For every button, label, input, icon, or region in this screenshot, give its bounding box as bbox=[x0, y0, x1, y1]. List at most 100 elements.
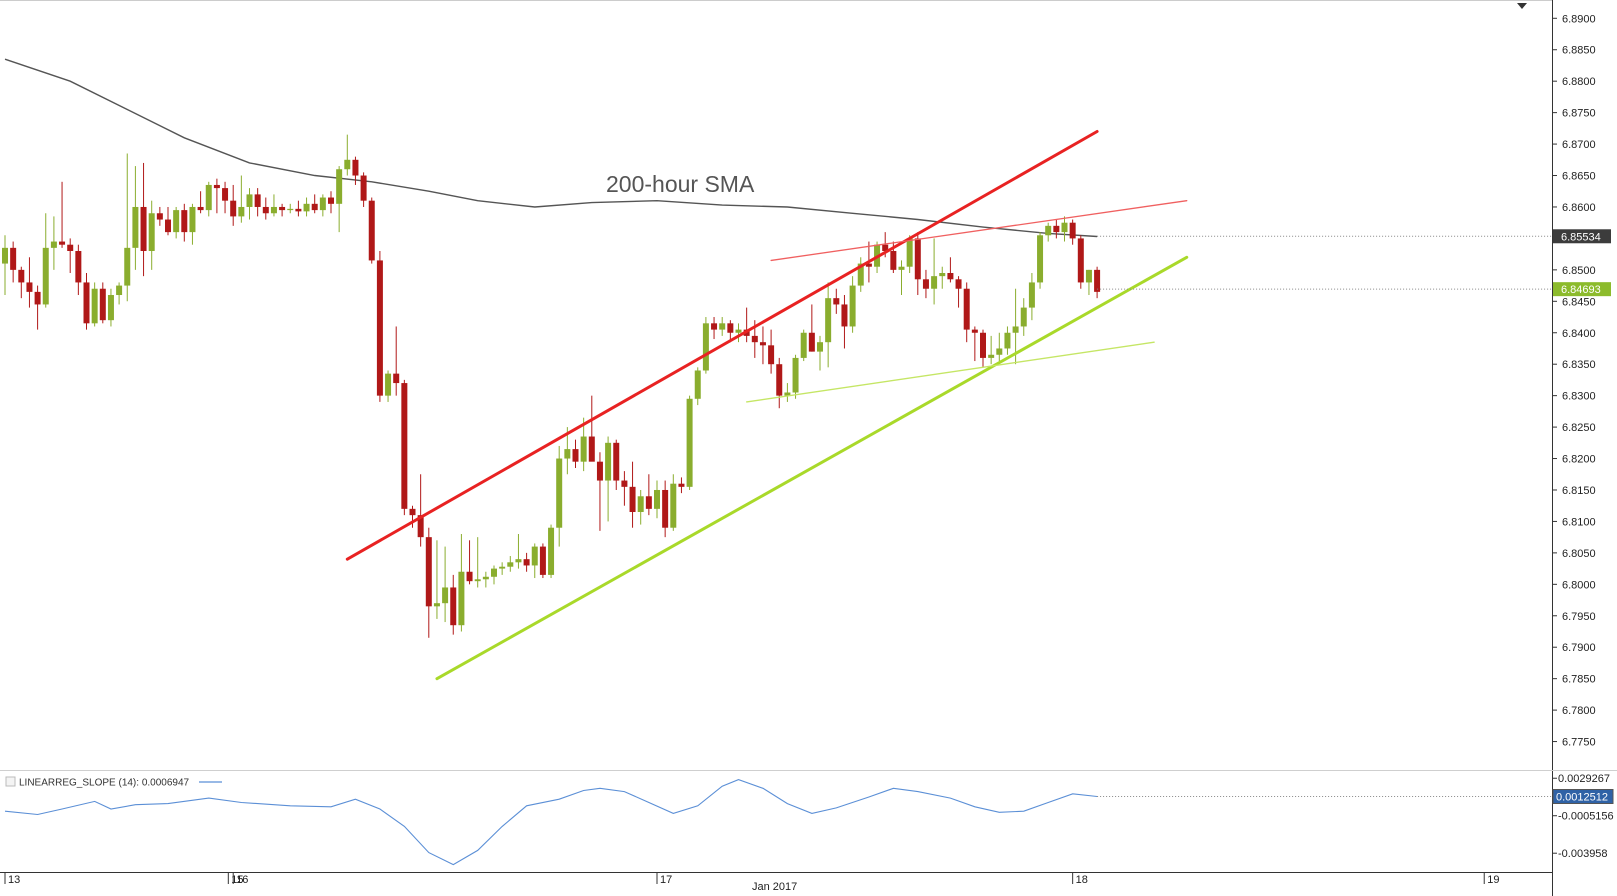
candle-body bbox=[474, 579, 481, 582]
candle-body bbox=[173, 210, 180, 233]
month-label: Jan 2017 bbox=[752, 881, 797, 893]
candle-body bbox=[34, 291, 41, 305]
price-tick-label: 6.8050 bbox=[1562, 548, 1596, 560]
bullish-candle bbox=[800, 329, 807, 362]
candle-body bbox=[759, 342, 766, 346]
candle-body bbox=[531, 546, 538, 566]
bullish-candle bbox=[605, 436, 612, 522]
price-tick-label: 6.7850 bbox=[1562, 674, 1596, 686]
price-tick-label: 6.8700 bbox=[1562, 139, 1596, 151]
candle-body bbox=[344, 159, 351, 170]
candle-body bbox=[376, 260, 383, 396]
candle-body bbox=[727, 323, 734, 333]
bullish-candle bbox=[939, 266, 946, 289]
scroll-down-icon[interactable] bbox=[1517, 3, 1527, 9]
bearish-candle bbox=[254, 188, 261, 217]
bullish-candle bbox=[784, 383, 791, 402]
candle-body bbox=[197, 206, 204, 211]
price-tick-label: 6.8200 bbox=[1562, 454, 1596, 466]
candle-body bbox=[922, 279, 929, 289]
candle-body bbox=[1020, 307, 1027, 327]
candle-body bbox=[1004, 332, 1011, 349]
trendline-upper-channel-thin[interactable] bbox=[770, 200, 1188, 262]
candle-body bbox=[686, 398, 693, 487]
bearish-candle bbox=[360, 172, 367, 207]
candle-body bbox=[817, 342, 823, 352]
bearish-candle bbox=[213, 178, 220, 214]
candle-body bbox=[83, 282, 90, 324]
candle-body bbox=[75, 250, 82, 283]
bearish-candle bbox=[295, 200, 302, 217]
candle-body bbox=[719, 323, 726, 330]
bearish-candle bbox=[662, 480, 669, 538]
current-price-tag-label: 6.84693 bbox=[1561, 284, 1601, 296]
candle-body bbox=[59, 241, 66, 245]
candle-body bbox=[898, 266, 905, 270]
bullish-candle bbox=[50, 216, 57, 270]
indicator-visibility-checkbox[interactable] bbox=[5, 776, 16, 787]
bullish-candle bbox=[433, 540, 440, 619]
bullish-candle bbox=[931, 238, 938, 305]
candle-body bbox=[882, 244, 889, 251]
candle-body bbox=[262, 206, 269, 214]
candle-body bbox=[735, 329, 742, 333]
bullish-candle bbox=[906, 235, 913, 274]
bullish-candle bbox=[336, 166, 343, 233]
trendline-upper-channel-thick[interactable] bbox=[345, 129, 1099, 561]
candle-body bbox=[1053, 225, 1060, 233]
candle-body bbox=[1045, 225, 1052, 236]
indicator-tick-label: -0.0005156 bbox=[1558, 811, 1614, 823]
candle-body bbox=[702, 323, 709, 371]
candle-body bbox=[189, 206, 196, 233]
bearish-candle bbox=[328, 191, 334, 214]
candle-body bbox=[425, 537, 432, 607]
candle-body bbox=[491, 568, 497, 577]
candle-body bbox=[270, 206, 277, 214]
candle-body bbox=[857, 263, 864, 286]
candle-body bbox=[246, 194, 253, 207]
candle-body bbox=[352, 159, 359, 176]
bearish-candle bbox=[759, 326, 766, 365]
bearish-candle bbox=[539, 543, 546, 579]
bullish-candle bbox=[996, 332, 1003, 362]
candle-body bbox=[393, 373, 400, 384]
candle-body bbox=[588, 436, 595, 462]
bullish-candle bbox=[238, 175, 245, 223]
bearish-candle bbox=[1069, 219, 1076, 245]
bearish-candle bbox=[971, 326, 978, 362]
bullish-candle bbox=[580, 417, 587, 472]
candle-body bbox=[629, 486, 636, 512]
price-tick-label: 6.8400 bbox=[1562, 328, 1596, 340]
bearish-candle bbox=[841, 295, 848, 349]
bearish-candle bbox=[808, 304, 815, 352]
bearish-candle bbox=[450, 574, 457, 635]
candle-body bbox=[67, 244, 74, 251]
indicator-value-tag-label: 0.0012512 bbox=[1556, 792, 1608, 804]
candle-body bbox=[637, 496, 644, 512]
date-label: 19 bbox=[1487, 874, 1499, 886]
trendline-lower-channel-thick[interactable] bbox=[435, 255, 1189, 681]
bullish-candle bbox=[1004, 326, 1011, 355]
price-tick-label: 6.7900 bbox=[1562, 642, 1596, 654]
bullish-candle bbox=[515, 534, 522, 569]
bearish-candle bbox=[18, 266, 25, 299]
bullish-candle bbox=[474, 537, 481, 588]
candle-body bbox=[165, 219, 171, 233]
bullish-candle bbox=[1085, 269, 1092, 296]
bearish-candle bbox=[34, 285, 41, 330]
bullish-candle bbox=[548, 524, 555, 579]
candle-body bbox=[768, 345, 775, 365]
date-label: 13 bbox=[8, 874, 20, 886]
candle-body bbox=[107, 295, 114, 321]
candle-body bbox=[385, 373, 392, 396]
bearish-candle bbox=[963, 282, 970, 343]
candle-body bbox=[906, 238, 913, 267]
bearish-candle bbox=[222, 181, 229, 214]
candle-body bbox=[711, 323, 718, 330]
bullish-candle bbox=[124, 153, 131, 302]
candle-body bbox=[971, 329, 978, 333]
bearish-candle bbox=[401, 379, 408, 516]
candle-body bbox=[156, 213, 163, 220]
trendline-lower-channel-thin[interactable] bbox=[746, 341, 1155, 403]
